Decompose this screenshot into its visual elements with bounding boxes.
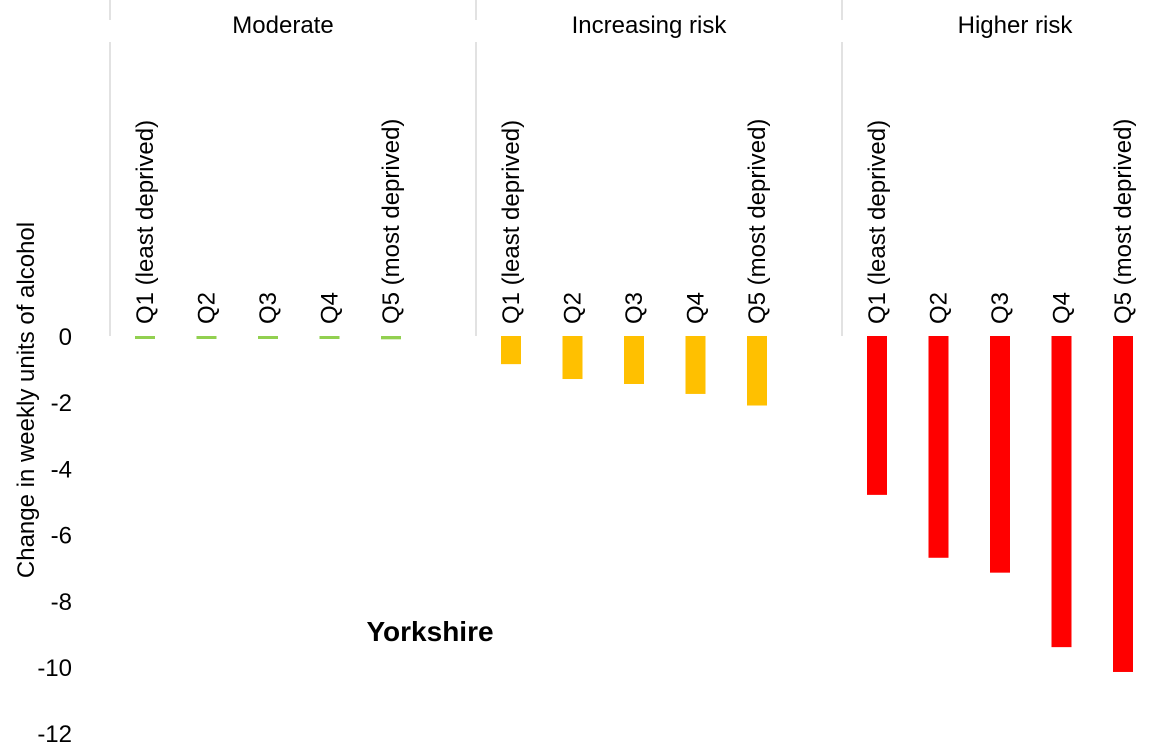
bar [747, 336, 767, 406]
category-label: Q4 [1049, 292, 1076, 324]
category-label: Q5 (most deprived) [378, 119, 405, 324]
bar [562, 336, 583, 380]
y-tick-label: -12 [37, 721, 72, 744]
y-tick-label: -8 [51, 589, 72, 616]
bar [381, 336, 401, 340]
category-label: Q3 [987, 292, 1014, 324]
category-label: Q2 [926, 292, 953, 324]
category-label: Q2 [194, 292, 221, 324]
bar [867, 336, 887, 495]
bar [990, 336, 1010, 573]
category-label: Q2 [560, 292, 587, 324]
category-label: Q5 (most deprived) [1110, 119, 1137, 324]
group-header: Increasing risk [572, 12, 728, 39]
category-label: Q4 [683, 292, 710, 324]
bar [1051, 336, 1072, 648]
category-label: Q1 (least deprived) [132, 120, 159, 324]
y-axis-label: Change in weekly units of alcohol [13, 222, 40, 578]
category-label: Q3 [255, 292, 282, 324]
category-label: Q3 [621, 292, 648, 324]
bar [624, 336, 644, 384]
category-label: Q1 (least deprived) [498, 120, 525, 324]
y-tick-label: -10 [37, 655, 72, 682]
category-label: Q1 (least deprived) [864, 120, 891, 324]
bar [319, 336, 340, 339]
y-tick-label: -2 [51, 390, 72, 417]
bar [928, 336, 949, 558]
y-tick-label: -4 [51, 456, 72, 483]
region-annotation: Yorkshire [366, 616, 493, 647]
y-tick-label: 0 [59, 324, 72, 351]
group-header: Moderate [232, 12, 333, 39]
category-label: Q4 [317, 292, 344, 324]
bar [1113, 336, 1133, 672]
bar [196, 336, 217, 339]
category-label: Q5 (most deprived) [744, 119, 771, 324]
bar [501, 336, 521, 365]
y-tick-label: -6 [51, 523, 72, 550]
bar [135, 336, 155, 339]
group-header: Higher risk [958, 12, 1074, 39]
bar [258, 336, 278, 339]
bar [685, 336, 706, 394]
